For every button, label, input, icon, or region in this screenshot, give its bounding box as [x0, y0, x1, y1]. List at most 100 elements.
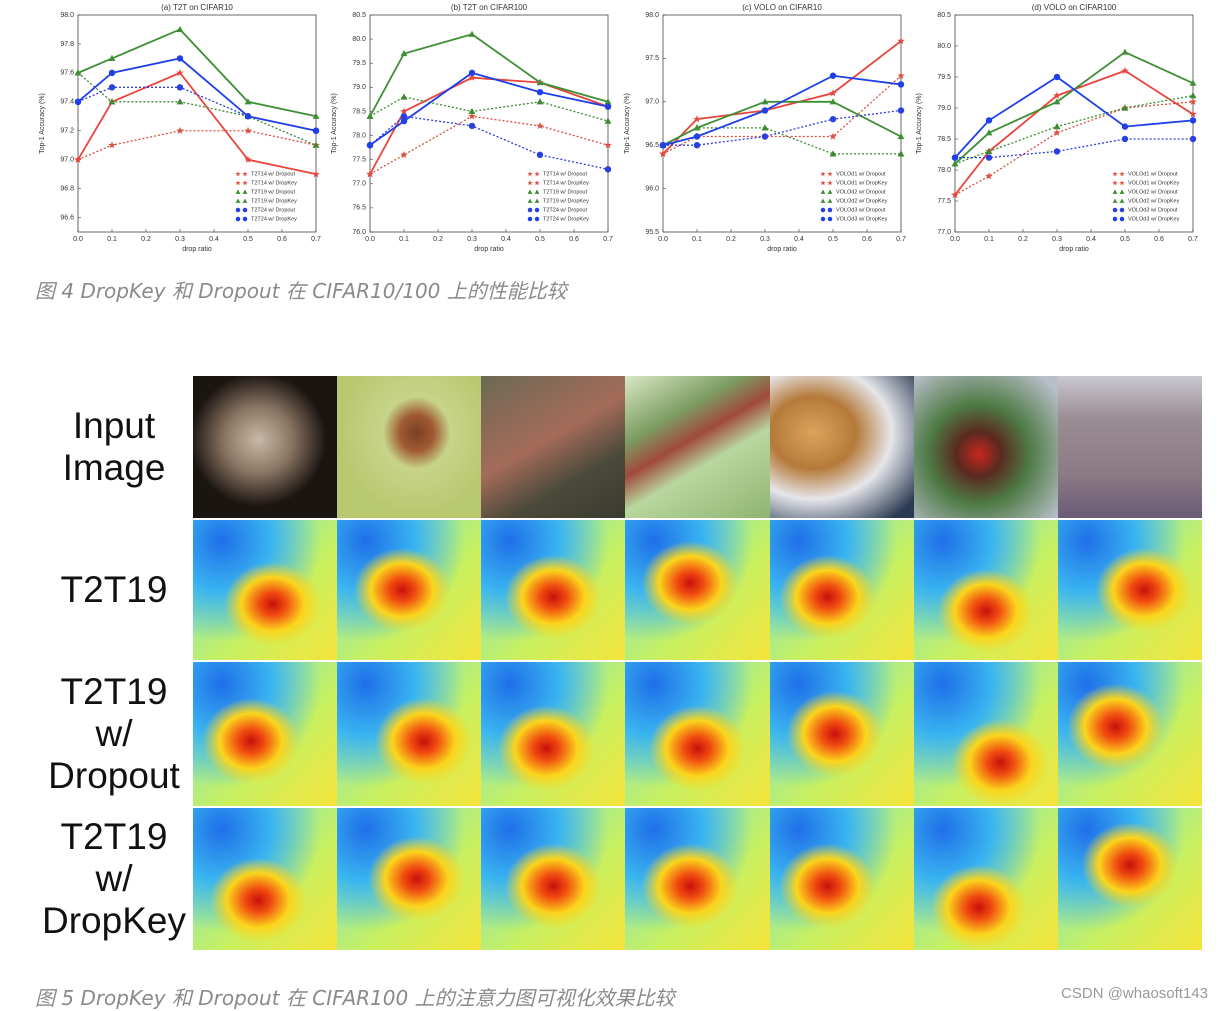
marker [235, 189, 241, 194]
marker [1119, 180, 1125, 186]
marker [527, 189, 533, 194]
x-tick-label: 0.5 [535, 236, 545, 243]
marker [536, 98, 544, 105]
marker [400, 107, 408, 115]
x-tick-label: 0.6 [1154, 236, 1164, 243]
attention-map [481, 808, 626, 950]
y-tick-label: 78.0 [352, 132, 366, 139]
legend-label: VOLOd3 w/ Dropout [836, 207, 886, 213]
x-tick-label: 0.5 [828, 236, 838, 243]
marker [108, 54, 116, 61]
series-line [954, 101, 1194, 196]
chart-title: (b) T2T on CIFAR100 [451, 3, 528, 12]
marker [1189, 110, 1197, 118]
legend-label: T2T19 w/ Dropout [543, 189, 587, 195]
marker [366, 142, 374, 149]
marker [1112, 198, 1118, 203]
marker [820, 216, 826, 222]
marker [536, 151, 544, 159]
marker [1121, 123, 1129, 130]
x-tick-label: 0.1 [984, 236, 994, 243]
marker [985, 172, 993, 180]
marker [468, 30, 476, 37]
marker [468, 73, 476, 81]
y-tick-label: 78.5 [937, 136, 951, 143]
attention-map [625, 662, 771, 806]
marker [176, 55, 184, 62]
y-tick-label: 77.5 [352, 157, 366, 164]
x-tick-label: 0.4 [501, 236, 511, 243]
marker [242, 171, 248, 177]
marker [1112, 180, 1118, 186]
attention-map [337, 662, 482, 806]
marker [604, 117, 612, 124]
figure-4-caption: 图 4 DropKey 和 Dropout 在 CIFAR10/100 上的性能… [35, 279, 567, 303]
marker [985, 129, 993, 136]
marker [242, 198, 248, 203]
marker [108, 69, 116, 77]
x-tick-label: 0.1 [399, 236, 409, 243]
y-axis-label: Top-1 Accuracy (%) [331, 93, 338, 154]
marker [829, 89, 837, 97]
input-image [769, 376, 915, 518]
marker [468, 69, 476, 77]
attention-map [1057, 808, 1203, 950]
x-tick-label: 0.4 [794, 236, 804, 243]
marker [951, 160, 959, 167]
x-tick-label: 0.0 [658, 236, 668, 243]
marker [1119, 171, 1125, 177]
y-tick-label: 79.0 [937, 105, 951, 112]
legend-label: VOLOd1 w/ Dropout [836, 171, 886, 177]
y-tick-label: 98.0 [645, 12, 659, 19]
marker [1119, 189, 1125, 194]
chart-title: (d) VOLO on CIFAR100 [1032, 3, 1117, 12]
marker [1189, 79, 1197, 86]
input-image [1057, 376, 1203, 518]
series-line [77, 130, 317, 161]
marker [400, 113, 408, 120]
legend-label: T2T24 w/ Dropout [543, 207, 587, 213]
y-tick-label: 80.0 [352, 36, 366, 43]
marker [1053, 91, 1061, 99]
y-tick-label: 97.0 [60, 157, 74, 164]
marker [1053, 128, 1061, 137]
y-tick-label: 78.5 [352, 108, 366, 115]
marker [400, 150, 408, 159]
x-tick-label: 0.4 [209, 236, 219, 243]
chart-title: (c) VOLO on CIFAR10 [742, 3, 822, 12]
plot-frame [77, 14, 317, 233]
marker [693, 124, 701, 131]
marker [820, 207, 826, 213]
x-axis-label: drop ratio [474, 246, 504, 253]
marker [534, 216, 540, 222]
marker [985, 117, 993, 124]
figure-5-caption: 图 5 DropKey 和 Dropout 在 CIFAR100 上的注意力图可… [35, 986, 675, 1010]
marker [820, 189, 826, 194]
marker [827, 207, 833, 213]
y-tick-label: 97.4 [60, 99, 74, 106]
legend-label: VOLOd2 w/ DropKey [1128, 198, 1180, 204]
marker [1121, 104, 1129, 111]
marker [1189, 92, 1197, 99]
marker [74, 98, 82, 106]
marker [536, 78, 544, 86]
marker [897, 81, 905, 88]
y-tick-label: 79.5 [352, 60, 366, 67]
marker [235, 207, 241, 213]
input-image [913, 376, 1059, 518]
x-tick-label: 0.3 [760, 236, 770, 243]
marker [468, 107, 476, 115]
marker [659, 149, 667, 158]
attention-map [193, 808, 338, 950]
marker [1189, 135, 1197, 143]
x-tick-label: 0.4 [1086, 236, 1096, 243]
x-tick-label: 0.2 [433, 236, 443, 243]
legend-label: VOLOd3 w/ DropKey [1128, 216, 1180, 222]
y-tick-label: 98.0 [60, 12, 74, 19]
marker [527, 180, 533, 186]
marker [1119, 216, 1125, 222]
marker [536, 88, 544, 96]
marker [1121, 48, 1129, 55]
x-tick-label: 0.5 [243, 236, 253, 243]
